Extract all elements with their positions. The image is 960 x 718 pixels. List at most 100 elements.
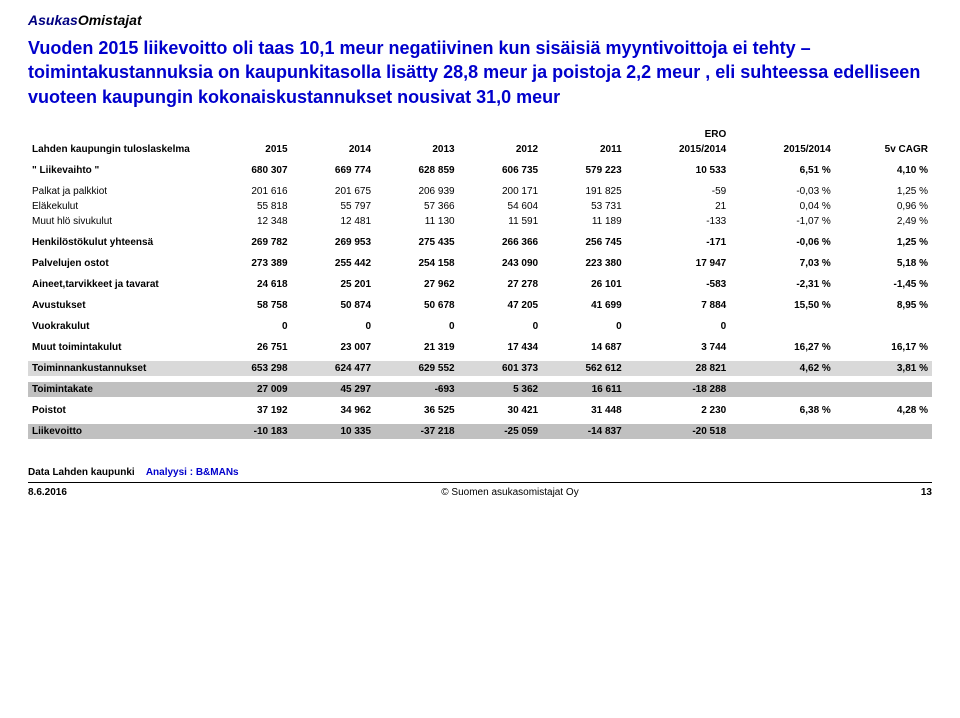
cell-value: 0 (208, 319, 292, 334)
cell-value: 45 297 (292, 382, 376, 397)
brand-logo: AsukasOmistajat (28, 12, 932, 28)
table-row: Vuokrakulut000000 (28, 319, 932, 334)
cell-value: 12 348 (208, 214, 292, 229)
cell-value: -59 (626, 184, 731, 199)
col-cagr: 5v CAGR (835, 142, 932, 157)
cell-value: -1,07 % (730, 214, 835, 229)
table-row: Henkilöstökulut yhteensä269 782269 95327… (28, 235, 932, 250)
cell-value: 16 611 (542, 382, 626, 397)
cell-value: 1,25 % (835, 184, 932, 199)
cell-value: -10 183 (208, 424, 292, 439)
table-row: Toiminnankustannukset653 298624 477629 5… (28, 361, 932, 376)
table-row: Avustukset58 75850 87450 67847 20541 699… (28, 298, 932, 313)
cell-value: 26 101 (542, 277, 626, 292)
col-2012: 2012 (459, 142, 543, 157)
cell-value: 0 (292, 319, 376, 334)
footer-bar: 8.6.2016 © Suomen asukasomistajat Oy 13 (28, 485, 932, 498)
cell-value: 5 362 (459, 382, 543, 397)
cell-value: 201 675 (292, 184, 376, 199)
cell-value: -14 837 (542, 424, 626, 439)
cell-value: 4,28 % (835, 403, 932, 418)
document-page: AsukasOmistajat Vuoden 2015 liikevoitto … (0, 0, 960, 508)
cell-value: -1,45 % (835, 277, 932, 292)
cell-value: 256 745 (542, 235, 626, 250)
cell-value: 606 735 (459, 163, 543, 178)
cell-value: 21 (626, 199, 731, 214)
table-row: Palkat ja palkkiot201 616201 675206 9392… (28, 184, 932, 199)
cell-value: 10 533 (626, 163, 731, 178)
cell-value: 11 130 (375, 214, 459, 229)
cell-value: 0 (459, 319, 543, 334)
cell-value: 10 335 (292, 424, 376, 439)
row-label: Henkilöstökulut yhteensä (28, 235, 208, 250)
cell-value: 54 604 (459, 199, 543, 214)
cell-value (835, 319, 932, 334)
cell-value: -171 (626, 235, 731, 250)
cell-value: 0 (626, 319, 731, 334)
cell-value: 6,38 % (730, 403, 835, 418)
cell-value: 269 782 (208, 235, 292, 250)
row-label: Muut toimintakulut (28, 340, 208, 355)
brand-prefix: Asukas (28, 12, 78, 28)
cell-value: 26 751 (208, 340, 292, 355)
cell-value: 25 201 (292, 277, 376, 292)
cell-value: 2 230 (626, 403, 731, 418)
cell-value: 0,04 % (730, 199, 835, 214)
footer-date: 8.6.2016 (28, 487, 148, 498)
cell-value: -25 059 (459, 424, 543, 439)
cell-value: 27 009 (208, 382, 292, 397)
cell-value: 3 744 (626, 340, 731, 355)
cell-value (835, 382, 932, 397)
cell-value: 50 678 (375, 298, 459, 313)
cell-value: 269 953 (292, 235, 376, 250)
cell-value: 28 821 (626, 361, 731, 376)
table-row: " Liikevaihto "680 307669 774628 859606 … (28, 163, 932, 178)
col-2011: 2011 (542, 142, 626, 157)
table-row: Liikevoitto-10 18310 335-37 218-25 059-1… (28, 424, 932, 439)
cell-value: 223 380 (542, 256, 626, 271)
cell-value: 601 373 (459, 361, 543, 376)
cell-value: 7 884 (626, 298, 731, 313)
cell-value: 6,51 % (730, 163, 835, 178)
cell-value: 200 171 (459, 184, 543, 199)
cell-value: 273 389 (208, 256, 292, 271)
row-label: Palkat ja palkkiot (28, 184, 208, 199)
cell-value (730, 424, 835, 439)
cell-value: 4,62 % (730, 361, 835, 376)
cell-value: 11 591 (459, 214, 543, 229)
row-label: " Liikevaihto " (28, 163, 208, 178)
cell-value: -2,31 % (730, 277, 835, 292)
cell-value: 14 687 (542, 340, 626, 355)
footer-copyright: © Suomen asukasomistajat Oy (148, 487, 872, 498)
col-pct: 2015/2014 (730, 142, 835, 157)
ero-label: ERO (626, 127, 731, 142)
page-headline: Vuoden 2015 liikevoitto oli taas 10,1 me… (28, 36, 932, 109)
cell-value: 254 158 (375, 256, 459, 271)
header-row: Lahden kaupungin tuloslaskelma 2015 2014… (28, 142, 932, 157)
cell-value: 31 448 (542, 403, 626, 418)
cell-value: 201 616 (208, 184, 292, 199)
cell-value: 191 825 (542, 184, 626, 199)
cell-value: 55 818 (208, 199, 292, 214)
cell-value: -693 (375, 382, 459, 397)
row-label: Muut hlö sivukulut (28, 214, 208, 229)
row-label: Eläkekulut (28, 199, 208, 214)
cell-value: 17 947 (626, 256, 731, 271)
cell-value: 206 939 (375, 184, 459, 199)
footer-page-number: 13 (872, 487, 932, 498)
header-top-row: ERO (28, 127, 932, 142)
row-label: Avustukset (28, 298, 208, 313)
cell-value: 58 758 (208, 298, 292, 313)
cell-value: 579 223 (542, 163, 626, 178)
cell-value: 12 481 (292, 214, 376, 229)
cell-value: 4,10 % (835, 163, 932, 178)
cell-value: 2,49 % (835, 214, 932, 229)
row-label: Liikevoitto (28, 424, 208, 439)
analysis-label: Analyysi : B&MANs (146, 467, 239, 478)
cell-value: -0,03 % (730, 184, 835, 199)
cell-value: 562 612 (542, 361, 626, 376)
cell-value: 628 859 (375, 163, 459, 178)
col-2013: 2013 (375, 142, 459, 157)
cell-value: 8,95 % (835, 298, 932, 313)
cell-value: 57 366 (375, 199, 459, 214)
